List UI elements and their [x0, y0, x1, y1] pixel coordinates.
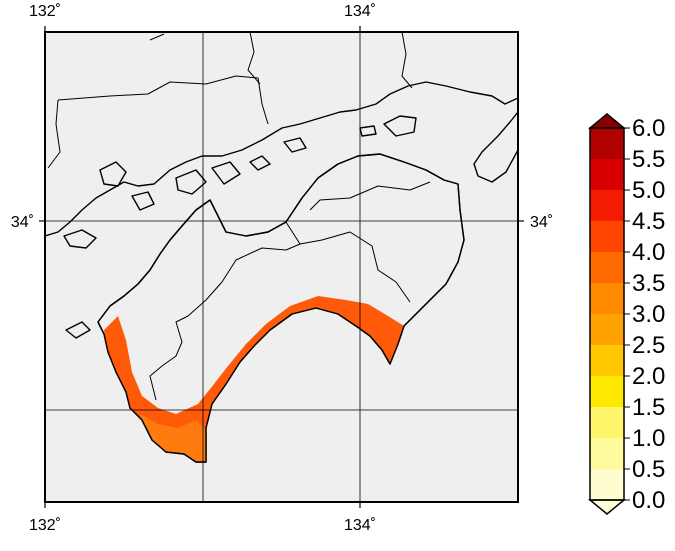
- lon-label-top-132: 132˚: [29, 3, 61, 20]
- colorbar-segment: [590, 438, 624, 469]
- colorbar-segment: [590, 221, 624, 252]
- lat-label-left-34: 34˚: [11, 214, 34, 231]
- prefecture-border: [149, 33, 165, 41]
- island: [249, 155, 271, 171]
- colorbar-tick-label: 3.5: [632, 270, 665, 297]
- island: [63, 229, 97, 249]
- island: [383, 115, 417, 137]
- colorbar-tick-label: 1.5: [632, 394, 665, 421]
- southern-coast-lower-shade: [140, 414, 206, 462]
- prefecture-border: [285, 221, 411, 303]
- chugoku-land: [45, 32, 518, 237]
- land-layer: [45, 32, 518, 463]
- colorbar-segment: [590, 283, 624, 314]
- colorbar: 0.0 0.5 1.0 1.5 2.0 2.5 3.0 3.5 4.0 4.5 5.0 5.5 6.0: [587, 113, 665, 515]
- colorbar-tick-label: 1.0: [632, 425, 665, 452]
- colorbar-segment: [590, 159, 624, 190]
- awaji-island: [473, 111, 518, 183]
- colorbar-tick-label: 5.5: [632, 146, 665, 173]
- island: [211, 161, 241, 185]
- colorbar-tick-label: 3.0: [632, 301, 665, 328]
- colorbar-tick-label: 4.0: [632, 239, 665, 266]
- lon-label-bottom-132: 132˚: [29, 517, 61, 534]
- island: [65, 321, 91, 339]
- colorbar-tick-label: 0.0: [632, 487, 665, 514]
- colorbar-tick-label: 0.5: [632, 456, 665, 483]
- lat-label-right-34: 34˚: [530, 214, 553, 231]
- island: [131, 191, 155, 211]
- lon-label-bottom-134: 134˚: [344, 517, 376, 534]
- prefecture-border: [401, 32, 413, 89]
- colorbar-segment: [590, 314, 624, 345]
- prefecture-border: [247, 32, 261, 85]
- prefecture-border: [309, 181, 431, 211]
- colorbar-segment: [590, 190, 624, 221]
- sea-area: [45, 32, 518, 502]
- shikoku-coastline: [97, 153, 465, 463]
- colorbar-max-triangle: [587, 113, 627, 129]
- prefecture-border: [149, 243, 301, 401]
- prefecture-border: [47, 99, 61, 169]
- prefecture-border: [57, 75, 269, 125]
- colorbar-min-triangle: [587, 499, 627, 515]
- colorbar-segment: [590, 128, 624, 159]
- colorbar-tick-label: 4.5: [632, 208, 665, 235]
- island: [99, 161, 127, 187]
- map-frame: [44, 31, 519, 503]
- colorbar-segment: [590, 376, 624, 407]
- lon-label-top-134: 134˚: [344, 3, 376, 20]
- colorbar-tick-label: 2.5: [632, 332, 665, 359]
- island: [359, 125, 377, 137]
- graticule: [45, 32, 518, 502]
- island: [175, 169, 207, 195]
- colorbar-tick-label: 5.0: [632, 177, 665, 204]
- colorbar-segment: [590, 469, 624, 500]
- colorbar-tick-label: 2.0: [632, 363, 665, 390]
- island: [283, 137, 307, 153]
- southern-lowland-shade: [104, 296, 404, 462]
- colorbar-tick-label: 6.0: [632, 115, 665, 142]
- frame-ticks: [39, 26, 524, 508]
- colorbar-segment: [590, 252, 624, 283]
- colorbar-segment: [590, 345, 624, 376]
- colorbar-segment: [590, 407, 624, 438]
